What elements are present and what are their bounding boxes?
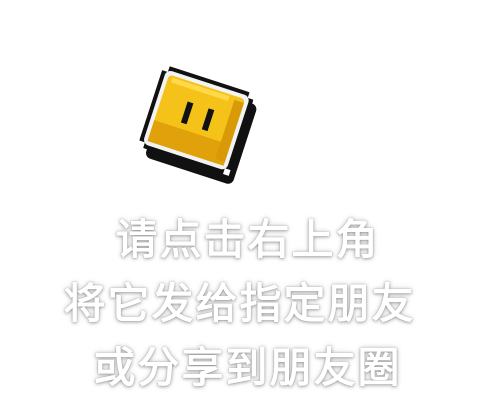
instruction-line-1: 请点击右上角 (115, 215, 380, 264)
instruction-line-2: 将它发给指定朋友 (63, 279, 416, 328)
instruction-line-3: 或分享到朋友圈 (93, 343, 402, 392)
pixel-coin-face-icon (137, 66, 257, 184)
share-instructions: 请点击右上角 将它发给指定朋友 或分享到朋友圈 (0, 208, 479, 400)
